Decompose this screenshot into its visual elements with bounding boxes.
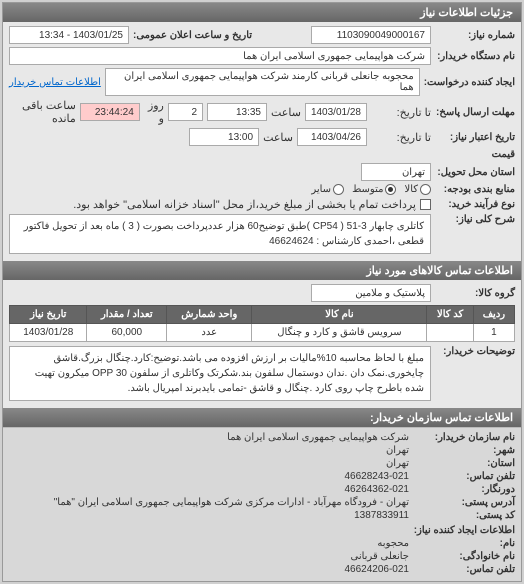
- validity-to-label: تا تاریخ:: [371, 131, 431, 144]
- col-row: ردیف: [473, 306, 514, 324]
- contact-section: نام سازمان خریدار: شرکت هواپیمایی جمهوری…: [3, 427, 521, 581]
- cell-qty: 60,000: [87, 324, 167, 342]
- name-value: محجوبه: [377, 538, 409, 549]
- payment-checkbox[interactable]: [420, 199, 431, 210]
- col-qty: تعداد / مقدار: [87, 306, 167, 324]
- request-no-label: شماره نیاز:: [435, 30, 515, 41]
- delivery-loc-value: تهران: [361, 163, 431, 181]
- name-label: نام:: [415, 538, 515, 549]
- city-label: شهر:: [415, 445, 515, 456]
- province-label: استان:: [415, 458, 515, 469]
- fax-value: 46264362-021: [344, 484, 409, 495]
- panel-title: جزئیات اطلاعات نیاز: [3, 3, 521, 22]
- org-value: شرکت هواپیمایی جمهوری اسلامی ایران هما: [227, 432, 409, 443]
- validity-label: تاریخ اعتبار نیاز:: [435, 132, 515, 143]
- payment-note: پرداخت تمام یا بخشی از مبلغ خرید،از محل …: [73, 198, 416, 211]
- buyer-org-label: نام دستگاه خریدار:: [435, 51, 515, 62]
- group-value: پلاستیک و ملامین: [311, 284, 431, 302]
- creator-section-label: اطلاعات ایجاد کننده نیاز:: [414, 525, 515, 536]
- table-row: 1 سرویس قاشق و کارد و چنگال عدد 60,000 1…: [10, 324, 515, 342]
- time-label-1: ساعت: [271, 106, 301, 119]
- col-name: نام کالا: [252, 306, 427, 324]
- phone-value: 46628243-021: [344, 471, 409, 482]
- zip-value: 1387833911: [354, 510, 409, 521]
- notes-text: مبلغ با لحاظ محاسبه 10%مالیات بر ارزش اف…: [9, 346, 431, 401]
- announce-label: تاریخ و ساعت اعلان عمومی:: [133, 30, 252, 41]
- validity-date: 1403/04/26: [297, 128, 367, 146]
- zip-label: کد پستی:: [415, 510, 515, 521]
- phone-label: تلفن تماس:: [415, 471, 515, 482]
- cell-date: 1403/01/28: [10, 324, 87, 342]
- hours-remain: 23:44:24: [80, 103, 140, 121]
- goods-section: گروه کالا: پلاستیک و ملامین ردیف کد کالا…: [3, 280, 521, 408]
- validity-time: 13:00: [189, 128, 259, 146]
- family-label: نام خانوادگی:: [415, 551, 515, 562]
- buyer-org-value: شرکت هواپیمایی جمهوری اسلامی ایران هما: [9, 47, 431, 65]
- deadline-time: 13:35: [207, 103, 267, 121]
- postal-value: تهران - فرودگاه مهرآباد - ادارات مرکزی ش…: [54, 497, 409, 508]
- cell-name: سرویس قاشق و کارد و چنگال: [252, 324, 427, 342]
- goods-table: ردیف کد کالا نام کالا واحد شمارش تعداد /…: [9, 305, 515, 342]
- col-date: تاریخ نیاز: [10, 306, 87, 324]
- time-label-2: ساعت: [263, 131, 293, 144]
- col-unit: واحد شمارش: [167, 306, 252, 324]
- announce-value: 1403/01/25 - 13:34: [9, 26, 129, 44]
- request-no-value: 1103090049000167: [311, 26, 431, 44]
- family-value: جانعلی قربانی: [350, 551, 409, 562]
- postal-label: آدرس پستی:: [415, 497, 515, 508]
- deadline-to-label: تا تاریخ:: [371, 106, 431, 119]
- org-label: نام سازمان خریدار:: [415, 432, 515, 443]
- city-value: تهران: [386, 445, 409, 456]
- radio-mid[interactable]: متوسط: [352, 184, 396, 195]
- creator-phone-label: تلفن تماس:: [415, 564, 515, 575]
- radio-kala[interactable]: کالا: [404, 184, 431, 195]
- payment-label: نوع فرآیند خرید:: [435, 199, 515, 210]
- price-label: قیمت: [435, 149, 515, 160]
- deadline-date: 1403/01/28: [305, 103, 367, 121]
- cell-idx: 1: [473, 324, 514, 342]
- deadline-send-label: مهلت ارسال پاسخ:: [435, 107, 515, 118]
- cell-unit: عدد: [167, 324, 252, 342]
- desc-text: کاتلری چابهار 3-51 ( CP54 )طبق توضیح60 ه…: [9, 214, 431, 254]
- group-label: گروه کالا:: [435, 288, 515, 299]
- form-section: شماره نیاز: 1103090049000167 تاریخ و ساع…: [3, 22, 521, 261]
- hours-label: ساعت باقی مانده: [9, 99, 76, 125]
- budget-label: منابع بندی بودجه:: [435, 184, 515, 195]
- fax-label: دورنگار:: [415, 484, 515, 495]
- radio-other[interactable]: سایر: [311, 184, 344, 195]
- desc-label: شرح کلی نیاز:: [435, 214, 515, 225]
- province-value: تهران: [386, 458, 409, 469]
- creator-phone-value: 46624206-021: [344, 564, 409, 575]
- col-code: کد کالا: [427, 306, 473, 324]
- budget-radio-group: کالا متوسط سایر: [311, 184, 431, 195]
- delivery-loc-label: استان محل تحویل:: [435, 167, 515, 178]
- table-header-row: ردیف کد کالا نام کالا واحد شمارش تعداد /…: [10, 306, 515, 324]
- cell-code: [427, 324, 473, 342]
- days-remain: 2: [168, 103, 203, 121]
- creator-label: ایجاد کننده درخواست:: [424, 77, 515, 88]
- details-panel: جزئیات اطلاعات نیاز شماره نیاز: 11030900…: [2, 2, 522, 582]
- days-label: روز و: [144, 99, 164, 125]
- notes-label: توضیحات خریدار:: [435, 346, 515, 357]
- goods-section-title: اطلاعات تماس کالاهای مورد نیاز: [3, 261, 521, 280]
- contact-section-title: اطلاعات تماس سازمان خریدار:: [3, 408, 521, 427]
- contact-link[interactable]: اطلاعات تماس خریدار: [9, 77, 101, 88]
- creator-value: محجوبه جانعلی قربانی کارمند شرکت هواپیما…: [105, 68, 420, 96]
